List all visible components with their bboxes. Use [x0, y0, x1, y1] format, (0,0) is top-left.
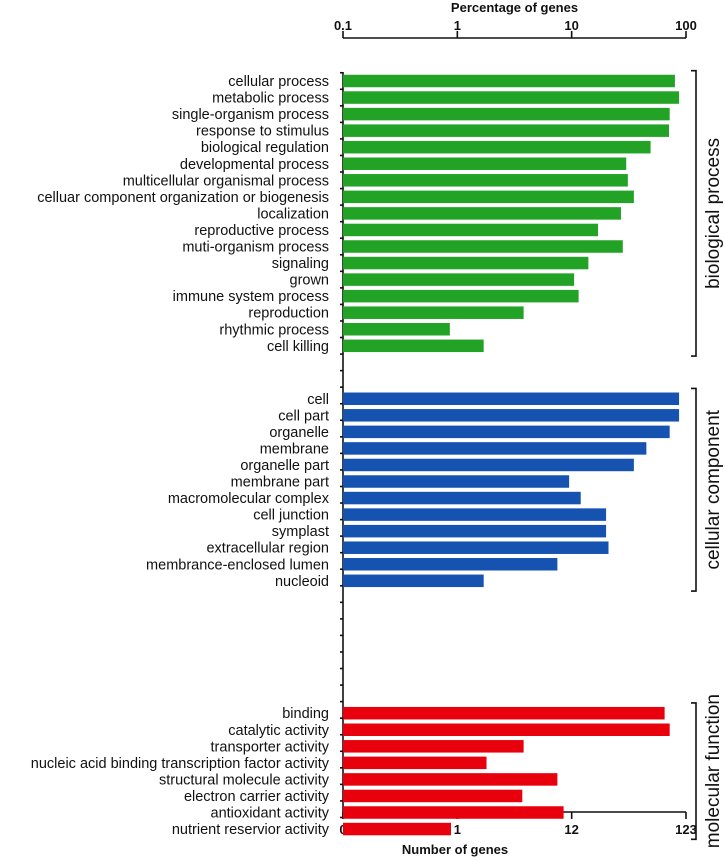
category-label: cellular process	[228, 74, 329, 90]
bar	[343, 574, 484, 588]
bar	[343, 822, 451, 836]
bar	[343, 558, 558, 571]
bottom-tick-label: 123	[675, 822, 697, 837]
category-label: muti-organism process	[182, 240, 329, 256]
bar	[343, 339, 484, 353]
category-label: organelle	[269, 425, 329, 441]
category-label: nucleoid	[275, 574, 329, 590]
category-label: symplast	[272, 524, 329, 540]
category-label: antioxidant activity	[211, 806, 330, 822]
category-label: electron carrier activity	[184, 789, 330, 805]
group-label: biological process	[703, 138, 724, 289]
y-axis	[340, 71, 344, 819]
category-label: multicellular organismal process	[123, 173, 329, 189]
category-label: binding	[282, 706, 329, 722]
category-label: structural molecule activity	[159, 772, 330, 788]
category-label: developmental process	[180, 157, 329, 173]
bar	[343, 723, 670, 737]
bar	[343, 425, 670, 439]
category-label: grown	[290, 273, 330, 289]
category-label: nutrient reservior activity	[172, 822, 330, 838]
bar	[343, 207, 621, 220]
bar	[343, 740, 524, 753]
category-label: cell	[307, 392, 329, 408]
group-label: molecular function	[703, 694, 724, 848]
bar	[343, 409, 680, 422]
bar	[343, 458, 634, 472]
bar	[343, 74, 675, 88]
bar	[343, 140, 651, 154]
bar	[343, 256, 589, 270]
category-label: macromolecular complex	[168, 491, 330, 507]
category-label: rhythmic process	[219, 322, 329, 338]
category-label: reproductive process	[194, 223, 329, 239]
bar	[343, 190, 634, 204]
category-label: cell part	[278, 408, 329, 424]
bar	[343, 157, 627, 170]
category-label: response to stimulus	[196, 124, 329, 140]
top-axis: Percentage of genes 0.1 1 10 100	[334, 0, 697, 39]
group-brackets: biological process cellular component mole…	[691, 69, 724, 848]
bar	[343, 306, 524, 319]
bottom-tick-label: 1	[454, 822, 461, 837]
group-bracket	[691, 69, 697, 357]
bar	[343, 475, 570, 488]
category-label: membrance-enclosed lumen	[146, 557, 329, 573]
bar	[343, 442, 647, 455]
category-label: metabolic process	[212, 91, 329, 107]
bar	[343, 789, 523, 803]
category-label: nucleic acid binding transcription facto…	[31, 756, 330, 772]
top-tick-label: 10	[564, 18, 578, 33]
bar	[343, 773, 558, 786]
bar	[343, 323, 450, 336]
bar	[343, 392, 680, 406]
bar	[343, 508, 607, 521]
category-label: transporter activity	[211, 739, 330, 755]
bar	[343, 289, 579, 303]
category-label: catalytic activity	[228, 723, 329, 739]
bar	[343, 756, 487, 770]
category-label: localization	[257, 206, 329, 222]
group-label: cellular component	[703, 409, 724, 569]
category-label: organelle part	[240, 458, 329, 474]
bar	[343, 491, 581, 505]
category-label: cell killing	[267, 339, 329, 355]
bar	[343, 273, 575, 286]
bars	[343, 74, 680, 836]
category-label: celluar component organization or biogen…	[37, 190, 329, 206]
category-label: immune system process	[173, 289, 329, 305]
bar	[343, 223, 599, 237]
bar	[343, 107, 670, 121]
category-label: single-organism process	[172, 107, 329, 123]
bar	[343, 174, 628, 187]
top-tick-label: 0.1	[334, 18, 352, 33]
group-bracket	[691, 387, 697, 592]
bar	[343, 706, 665, 720]
top-axis-title: Percentage of genes	[451, 0, 578, 15]
category-label: membrane part	[231, 475, 329, 491]
category-label: membrane	[260, 441, 329, 457]
category-label: reproduction	[248, 306, 329, 322]
category-label: biological regulation	[201, 140, 329, 156]
bottom-tick-label: 12	[564, 822, 578, 837]
category-label: cell junction	[253, 508, 329, 524]
top-tick-label: 1	[454, 18, 461, 33]
bar	[343, 806, 564, 819]
bar	[343, 524, 607, 538]
bar	[343, 240, 623, 253]
group-bracket	[691, 702, 697, 841]
bottom-axis-title: Number of genes	[402, 842, 508, 857]
bar	[343, 124, 669, 137]
top-tick-label: 100	[675, 18, 697, 33]
bar	[343, 541, 609, 554]
category-label: signaling	[272, 256, 329, 272]
category-label: extracellular region	[206, 541, 329, 557]
bar	[343, 91, 680, 104]
